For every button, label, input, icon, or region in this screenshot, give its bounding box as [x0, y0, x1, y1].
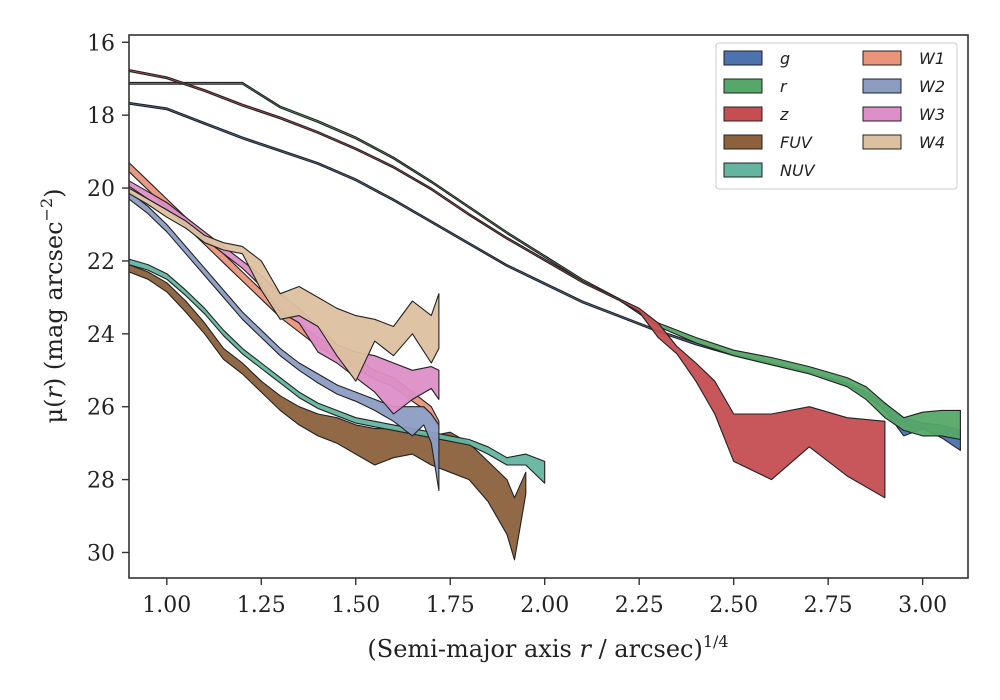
- x-tick-label: 2.50: [709, 593, 758, 618]
- band-z: [129, 69, 886, 499]
- legend-label-nuv: NUV: [780, 161, 816, 180]
- legend-swatch-w4: [862, 134, 902, 150]
- y-axis: 16 18 20 22 24 26 28 30: [87, 31, 129, 566]
- x-tick-label: 2.00: [520, 593, 569, 618]
- x-tick-label: 1.75: [426, 593, 475, 618]
- x-tick-label: 1.25: [237, 593, 286, 618]
- band-g: [129, 101, 961, 451]
- band-r: [129, 81, 961, 441]
- legend-swatch-w1: [862, 50, 902, 66]
- y-tick-label: 16: [87, 31, 115, 56]
- y-axis-label: μ(r) (mag arcsec−2): [37, 188, 68, 423]
- legend-label-w1: W1: [919, 49, 945, 68]
- legend-swatch-w2: [862, 78, 902, 94]
- band-w2: [129, 191, 440, 492]
- legend-swatch-w3: [862, 106, 902, 122]
- y-tick-label: 28: [87, 469, 115, 494]
- x-tick-label: 1.50: [331, 593, 380, 618]
- x-axis-label: (Semi-major axis r / arcsec)1/4: [367, 632, 728, 663]
- x-tick-label: 3.00: [898, 593, 947, 618]
- legend-swatch-z: [723, 106, 763, 122]
- legend-label-w2: W2: [919, 77, 945, 96]
- legend-label-z: z: [779, 105, 789, 124]
- x-tick-label: 2.25: [615, 593, 664, 618]
- legend-label-g: g: [780, 49, 790, 68]
- x-axis: 1.00 1.25 1.50 1.75 2.00 2.25 2.50 2.75 3.00: [142, 578, 947, 618]
- y-tick-label: 26: [87, 396, 115, 421]
- legend-label-r: r: [780, 77, 788, 96]
- y-tick-label: 20: [87, 177, 115, 202]
- legend-swatch-g: [723, 50, 763, 66]
- legend-swatch-fuv: [723, 134, 763, 150]
- band-fuv: [129, 264, 527, 561]
- band-nuv: [129, 258, 546, 484]
- legend-swatch-nuv: [723, 162, 763, 178]
- band-w4: [129, 187, 440, 382]
- legend: grz FUV NUV W1 W2 W3 W4: [715, 42, 958, 190]
- x-tick-label: 1.00: [142, 593, 191, 618]
- legend-label-w4: W4: [919, 133, 945, 152]
- y-tick-label: 18: [87, 104, 115, 129]
- plot-frame: [128, 34, 969, 579]
- legend-label-fuv: FUV: [780, 133, 813, 152]
- legend-label-w3: W3: [919, 105, 945, 124]
- x-tick-label: 2.75: [804, 593, 853, 618]
- band-layer: [129, 69, 961, 561]
- y-tick-label: 22: [87, 250, 115, 275]
- y-tick-label: 30: [87, 541, 115, 566]
- y-tick-label: 24: [87, 323, 115, 348]
- legend-swatch-r: [723, 78, 763, 94]
